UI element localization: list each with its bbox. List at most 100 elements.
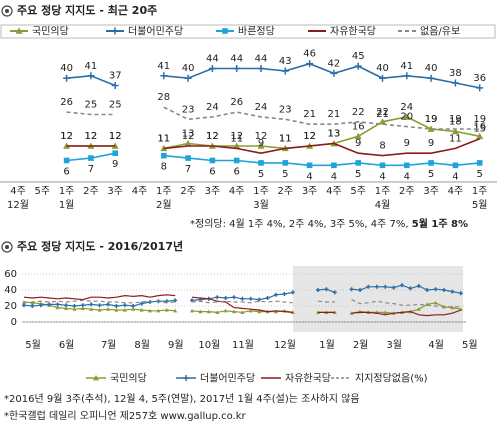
value-label: 41 <box>157 61 170 72</box>
marker <box>47 302 52 307</box>
marker <box>330 69 338 77</box>
value-label: 40 <box>60 63 73 74</box>
marker <box>208 65 216 73</box>
value-label: 9 <box>258 138 264 149</box>
value-label: 40 <box>376 63 389 74</box>
marker <box>476 84 484 92</box>
value-label: 23 <box>182 104 195 115</box>
value-label: 12 <box>303 131 316 142</box>
marker <box>206 309 211 314</box>
marker <box>476 160 483 166</box>
value-label: 21 <box>376 109 389 120</box>
marker <box>258 160 264 166</box>
value-label: 5 <box>477 169 483 180</box>
y-tick-label: 0 <box>11 317 17 328</box>
marker <box>433 300 438 305</box>
marker <box>425 288 430 292</box>
marker <box>233 65 241 73</box>
marker <box>89 307 94 311</box>
x-month-label: 3월 <box>253 199 269 211</box>
value-label: 11 <box>230 133 243 144</box>
value-label: 19 <box>473 114 486 125</box>
marker <box>173 308 178 313</box>
value-label: 12 <box>303 131 316 142</box>
marker <box>88 155 94 161</box>
series-line <box>23 299 461 308</box>
value-label: 13 <box>182 129 195 140</box>
marker <box>379 118 386 125</box>
marker <box>223 296 228 300</box>
marker <box>451 127 459 135</box>
x-month-label: 5월 <box>472 199 488 211</box>
value-label: 4 <box>331 171 337 182</box>
x-month-label: 1월 <box>59 199 75 211</box>
marker <box>112 150 118 157</box>
marker <box>233 157 240 164</box>
x-month-label: 4월 <box>375 199 391 211</box>
marker <box>257 297 262 302</box>
marker <box>233 142 241 149</box>
marker <box>232 309 236 314</box>
marker <box>139 301 144 306</box>
marker <box>306 162 313 169</box>
marker <box>408 286 413 291</box>
marker <box>281 67 289 75</box>
marker <box>131 307 136 311</box>
marker <box>240 310 245 314</box>
value-label: 44 <box>206 54 219 65</box>
chart-title: 주요 정당 지지도 - 2016/2017년 <box>17 239 183 253</box>
value-label: 12 <box>230 131 243 142</box>
series-line <box>66 106 480 130</box>
marker <box>190 308 194 313</box>
value-label: 38 <box>449 68 462 79</box>
marker <box>63 157 70 164</box>
legend-label: 자유한국당 <box>285 373 331 385</box>
value-label: 8 <box>161 162 167 173</box>
value-label: 16 <box>473 121 486 132</box>
value-label: 20 <box>400 112 413 123</box>
marker <box>442 288 446 292</box>
marker <box>80 306 85 310</box>
value-label: 11 <box>279 133 292 144</box>
value-label: 22 <box>376 107 389 118</box>
marker <box>354 62 362 70</box>
value-label: 19 <box>449 114 462 125</box>
x-tick-label: 1주 <box>253 186 269 197</box>
series-line <box>23 294 462 317</box>
value-label: 12 <box>206 131 219 142</box>
value-label: 12 <box>85 131 98 142</box>
marker <box>404 162 410 169</box>
value-label: 46 <box>303 49 316 60</box>
marker <box>450 305 455 310</box>
legend-label: 지지정당없음(%) <box>355 372 428 385</box>
legend-marker <box>222 28 228 34</box>
x-tick-label: 4주 <box>229 186 245 197</box>
value-label: 4 <box>404 171 410 182</box>
legend-marker <box>15 27 23 34</box>
marker <box>416 307 421 311</box>
value-label: 43 <box>279 56 292 67</box>
marker <box>97 303 102 308</box>
x-tick-label: 2주 <box>180 186 196 197</box>
legend-label: 국민의당 <box>32 26 69 38</box>
value-label: 9 <box>428 138 434 149</box>
highlight-region <box>293 266 463 332</box>
value-label: 24 <box>206 102 219 113</box>
x-tick-label: 1주 <box>59 186 75 197</box>
marker <box>403 72 411 80</box>
marker <box>72 307 77 311</box>
x-tick-label: 1주 <box>472 186 488 197</box>
marker <box>248 308 253 313</box>
marker <box>89 302 94 307</box>
legend-label: 바른정당 <box>238 26 275 38</box>
value-label: 12 <box>182 131 195 142</box>
marker <box>349 287 354 292</box>
marker <box>379 162 386 169</box>
marker <box>215 295 220 300</box>
marker <box>122 308 127 312</box>
value-label: 5 <box>355 169 361 180</box>
x-tick-label: 6월 <box>59 339 75 351</box>
value-label: 42 <box>328 58 341 69</box>
value-label: 19 <box>425 114 438 125</box>
value-label: 4 <box>452 171 458 182</box>
